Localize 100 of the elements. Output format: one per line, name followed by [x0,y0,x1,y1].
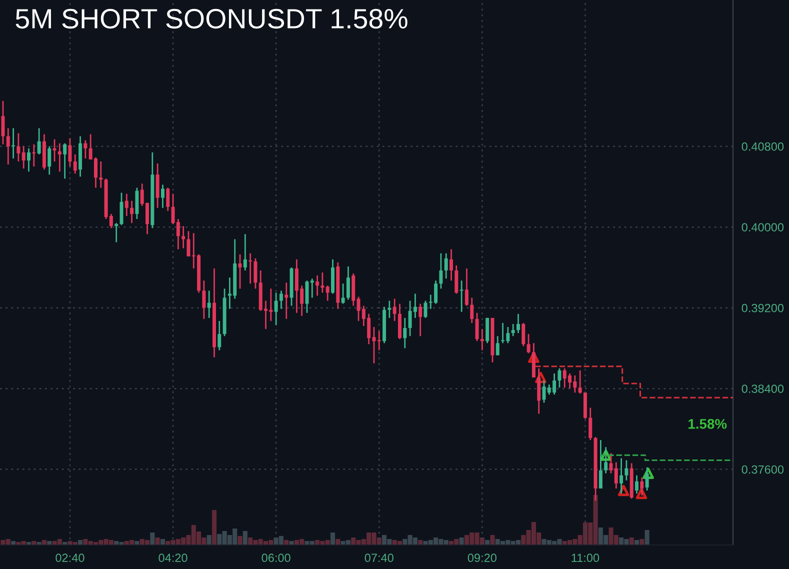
bar [330,532,336,545]
candlestick [439,252,443,290]
candlestick [99,160,103,188]
candlestick [388,300,392,319]
x-tick-label: 02:40 [56,554,84,562]
bar [206,535,212,545]
bar [238,536,242,545]
bar [212,510,217,545]
candlestick [166,187,170,212]
candlestick [58,142,62,172]
candlestick [620,458,624,494]
x-tick-label: 06:00 [262,554,290,562]
candlestick [486,317,490,344]
candlestick [444,252,448,280]
candlestick [316,274,320,296]
candlestick [598,439,602,490]
y-tick-label: 0.40000 [742,223,784,232]
candlestick [73,154,77,174]
candlestick [130,200,134,224]
candlestick [207,290,211,319]
candlestick [537,368,541,414]
candlestick [604,446,608,474]
y-tick-label: 0.37600 [742,465,784,474]
candlestick [624,460,628,482]
y-tick-label: 0.39200 [742,304,784,312]
candlestick [496,335,500,356]
candlestick [27,148,30,172]
candlestick [6,127,10,166]
candlestick [326,284,330,302]
candlestick [12,127,16,160]
candlestick [454,264,458,294]
candlestick [341,282,345,304]
chart-title: 5M SHORT SOONUSDT 1.58% [16,8,408,29]
bar [336,539,340,545]
candlestick [63,142,67,180]
y-tick-label: 0.38400 [742,384,784,393]
bar [160,539,165,545]
candlestick [84,140,88,160]
candlestick [135,187,139,220]
candlestick [182,225,186,249]
candlestick [305,280,309,314]
candlestick [588,407,592,441]
bar [459,538,464,545]
candlestick [470,297,474,324]
candlestick [22,146,26,170]
candlestick [645,466,649,492]
bar [242,531,248,545]
bar [155,538,160,545]
annotation: 1.58% [688,418,727,429]
candlestick [460,280,464,313]
candlestick [424,300,428,319]
candlestick [48,146,52,176]
candlestick [511,323,515,337]
candlestick [310,278,314,298]
candlestick [516,313,520,334]
candlestick [52,138,56,162]
bar [644,530,650,545]
candlestick [68,138,72,168]
candlestick [614,462,618,490]
candlestick [418,303,422,337]
candlestick [243,233,247,272]
candlestick [634,474,638,494]
bar [629,538,634,545]
x-tick-label: 11:00 [572,554,600,562]
candlestick [403,317,407,349]
candlestick [238,254,242,290]
point [642,468,654,479]
candlestick [558,368,562,388]
candlestick [114,222,118,243]
candlestick [37,127,41,156]
candlestick [186,230,190,258]
candlestick [254,258,258,290]
candlestick [218,320,222,351]
candlestick [279,290,283,310]
candlestick [284,282,288,320]
candlestick [156,162,160,209]
candlestick [377,330,381,351]
candlestick [32,144,36,168]
candlestick [392,298,396,322]
candlestick [578,370,582,394]
candlestick [526,333,530,354]
y-tick-label: 0.40800 [742,142,784,151]
bar [150,532,155,545]
candlestick [120,192,124,226]
candlestick [202,280,206,320]
candlestick [346,266,350,300]
candlestick [160,184,164,209]
bar [490,535,495,545]
candlestick [640,476,644,496]
candlestick [1,100,5,146]
x-tick-label: 09:20 [468,554,496,562]
x-tick-label: 07:40 [364,554,394,562]
candlestick [248,252,252,284]
candlestick [522,322,526,347]
bar [640,539,644,545]
candlestick [124,193,128,217]
candlestick [480,328,484,351]
candlestick [464,268,468,306]
candlestick [475,312,479,342]
candlestick [274,292,278,326]
